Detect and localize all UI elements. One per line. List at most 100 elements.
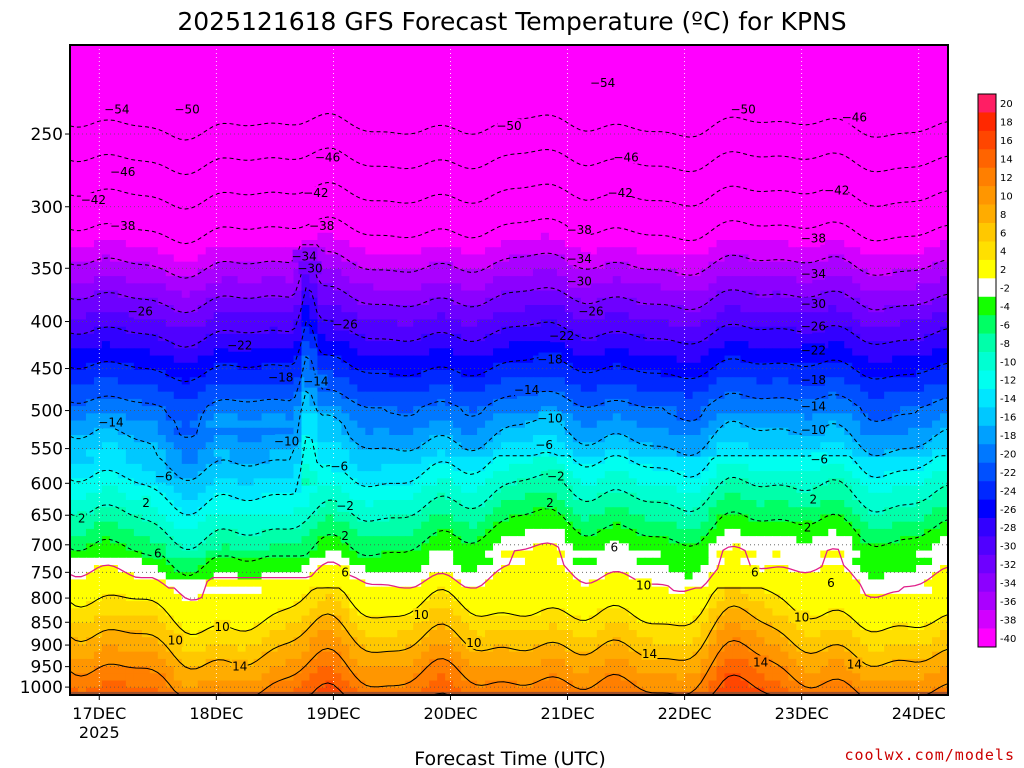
heatmap-cell xyxy=(604,131,614,140)
heatmap-cell xyxy=(596,45,606,53)
heatmap-cell xyxy=(828,81,837,89)
heatmap-cell xyxy=(229,160,239,169)
heatmap-cell xyxy=(516,110,526,118)
heatmap-cell xyxy=(453,276,462,284)
heatmap-cell xyxy=(397,182,406,191)
heatmap-cell xyxy=(301,355,311,364)
heatmap-cell xyxy=(133,88,143,97)
heatmap-cell xyxy=(892,247,901,256)
heatmap-cell xyxy=(940,66,948,75)
heatmap-cell xyxy=(588,182,598,191)
heatmap-cell xyxy=(708,211,718,219)
heatmap-cell xyxy=(397,203,406,212)
heatmap-cell xyxy=(604,341,614,349)
heatmap-cell xyxy=(389,326,398,335)
heatmap-cell xyxy=(493,110,502,118)
heatmap-cell xyxy=(540,305,550,313)
heatmap-cell xyxy=(197,102,207,111)
heatmap-cell xyxy=(213,247,223,256)
heatmap-cell xyxy=(373,95,382,104)
heatmap-cell xyxy=(676,95,686,104)
heatmap-cell xyxy=(516,153,526,162)
heatmap-cell xyxy=(221,283,231,292)
heatmap-cell xyxy=(876,45,885,53)
heatmap-cell xyxy=(469,290,478,299)
heatmap-cell xyxy=(540,254,550,263)
heatmap-cell xyxy=(501,355,510,364)
heatmap-cell xyxy=(213,261,223,270)
heatmap-cell xyxy=(684,362,694,371)
heatmap-cell xyxy=(852,232,861,241)
heatmap-cell xyxy=(860,290,869,299)
heatmap-cell xyxy=(540,341,550,349)
heatmap-cell xyxy=(189,117,199,126)
heatmap-cell xyxy=(636,276,646,284)
heatmap-cell xyxy=(876,211,885,219)
heatmap-cell xyxy=(77,240,87,248)
heatmap-cell xyxy=(293,102,303,111)
heatmap-cell xyxy=(924,59,933,68)
heatmap-cell xyxy=(740,283,750,292)
heatmap-cell xyxy=(740,146,750,154)
heatmap-cell xyxy=(876,341,885,349)
heatmap-cell xyxy=(900,124,909,133)
heatmap-cell xyxy=(748,305,758,313)
heatmap-cell xyxy=(668,355,678,364)
heatmap-cell xyxy=(580,240,590,248)
heatmap-cell xyxy=(285,297,295,306)
heatmap-cell xyxy=(509,254,518,263)
heatmap-cell xyxy=(437,189,446,198)
heatmap-cell xyxy=(229,175,239,183)
heatmap-cell xyxy=(548,59,558,68)
heatmap-cell xyxy=(349,283,358,292)
heatmap-cell xyxy=(501,218,510,227)
heatmap-cell xyxy=(70,312,79,321)
heatmap-cell xyxy=(924,362,933,371)
heatmap-cell xyxy=(229,276,239,284)
heatmap-cell xyxy=(828,203,837,212)
heatmap-cell xyxy=(173,117,183,126)
heatmap-cell xyxy=(684,102,694,111)
heatmap-cell xyxy=(700,73,710,82)
heatmap-cell xyxy=(532,297,542,306)
heatmap-cell xyxy=(804,131,813,140)
heatmap-cell xyxy=(708,319,718,328)
heatmap-cell xyxy=(221,66,231,75)
heatmap-cell xyxy=(620,305,630,313)
heatmap-cell xyxy=(229,146,239,154)
heatmap-cell xyxy=(924,175,933,183)
heatmap-cell xyxy=(892,102,901,111)
heatmap-cell xyxy=(916,138,925,147)
heatmap-cell xyxy=(900,276,909,284)
heatmap-cell xyxy=(876,175,885,183)
heatmap-cell xyxy=(205,326,215,335)
heatmap-cell xyxy=(668,131,678,140)
heatmap-cell xyxy=(453,73,462,82)
heatmap-cell xyxy=(884,81,893,89)
heatmap-cell xyxy=(317,232,327,241)
heatmap-cell xyxy=(828,88,837,97)
heatmap-cell xyxy=(596,355,606,364)
heatmap-cell xyxy=(612,131,622,140)
heatmap-cell xyxy=(548,261,558,270)
heatmap-cell xyxy=(940,312,948,321)
heatmap-cell xyxy=(572,355,582,364)
heatmap-cell xyxy=(780,225,789,234)
heatmap-cell xyxy=(884,276,893,284)
heatmap-cell xyxy=(429,146,438,154)
heatmap-cell xyxy=(213,333,223,342)
heatmap-cell xyxy=(101,362,111,371)
heatmap-cell xyxy=(229,182,239,191)
heatmap-cell xyxy=(516,45,526,53)
heatmap-cell xyxy=(421,225,430,234)
heatmap-cell xyxy=(133,333,143,342)
heatmap-cell xyxy=(772,341,781,349)
heatmap-cell xyxy=(357,167,366,176)
heatmap-cell xyxy=(341,110,350,118)
heatmap-cell xyxy=(924,138,933,147)
heatmap-cell xyxy=(844,290,853,299)
heatmap-cell xyxy=(141,73,151,82)
heatmap-cell xyxy=(485,348,494,357)
heatmap-cell xyxy=(916,131,925,140)
heatmap-cell xyxy=(149,167,159,176)
